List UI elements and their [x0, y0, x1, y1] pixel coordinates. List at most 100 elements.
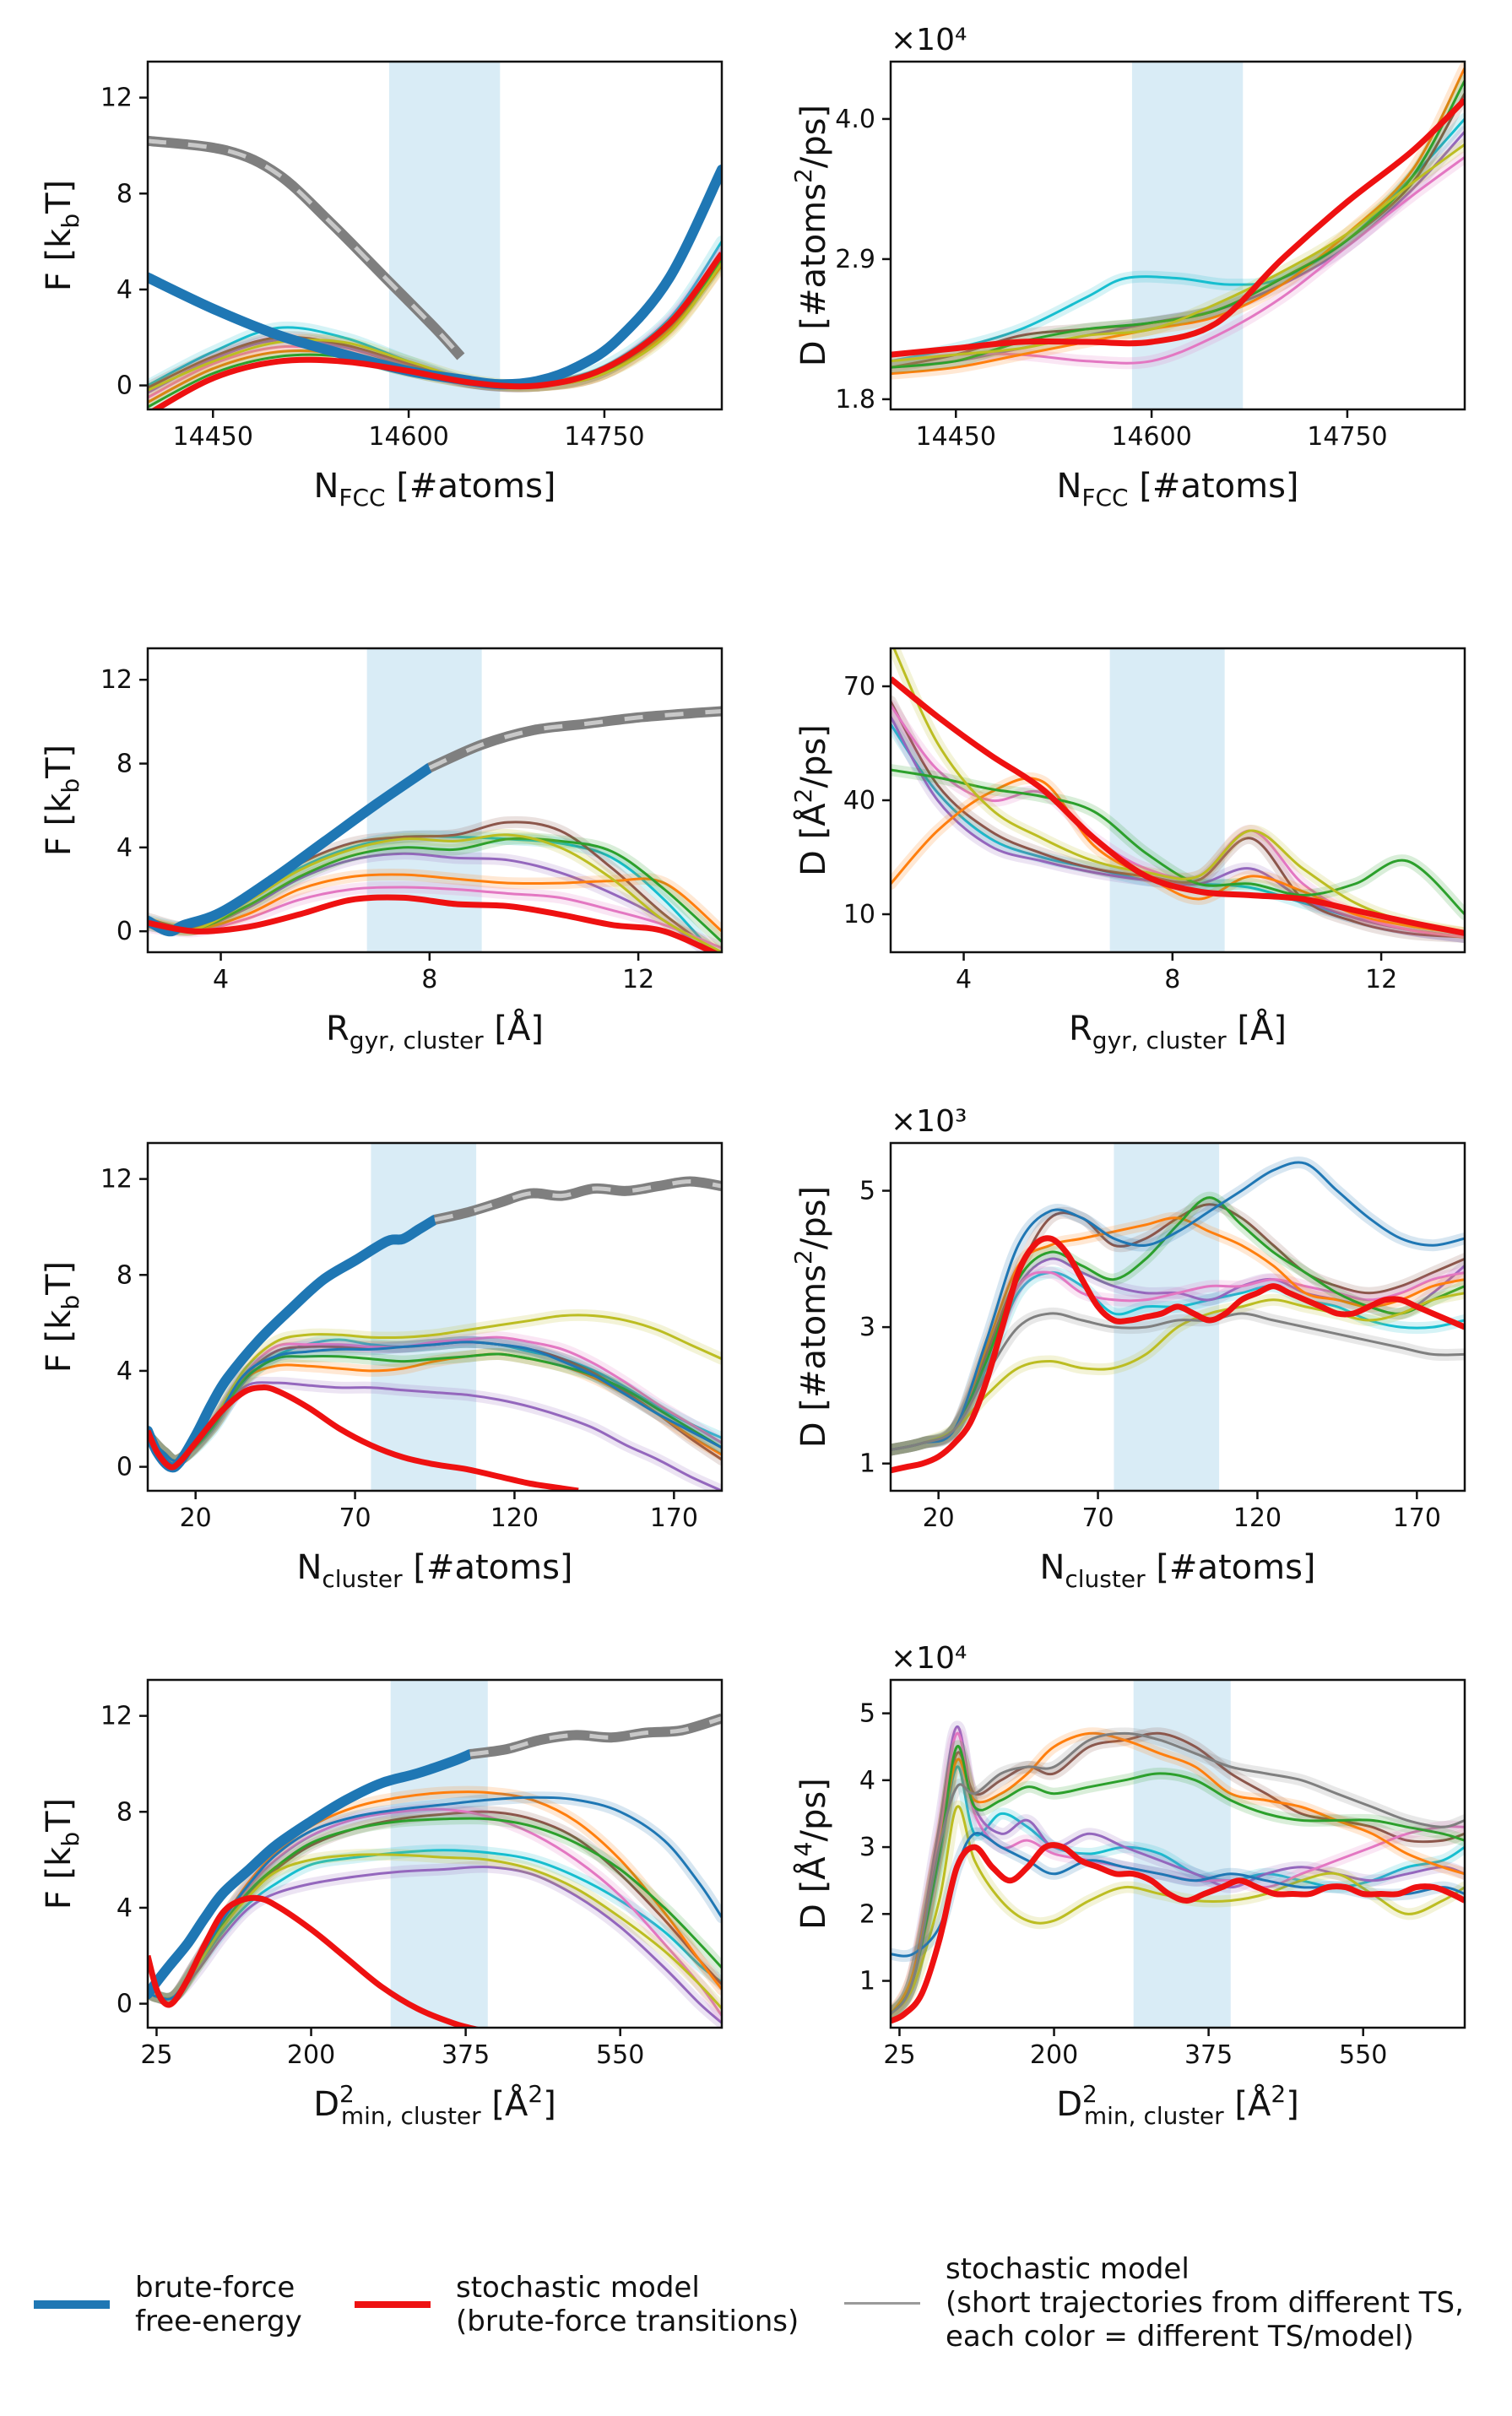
- x-tick-label: 14450: [173, 422, 253, 452]
- x-tick-label: 12: [622, 965, 654, 994]
- y-axis-label: D [#atoms2/ps]: [789, 105, 833, 366]
- y-tick-label: 8: [117, 1797, 133, 1827]
- y-tick-label: 0: [117, 371, 133, 401]
- legend-label-brute-force-2: free-energy: [135, 2305, 302, 2338]
- ts-series-line: [148, 886, 722, 950]
- y-tick-label: 1.8: [835, 385, 875, 414]
- x-tick-label: 14600: [1111, 422, 1191, 452]
- axes-frame: [146, 1141, 723, 1492]
- ts-series-line: [891, 67, 1465, 376]
- chart-panel-p5: 20 70 120 170 0 4 8 12 Ncluster [#atoms] F [kbT]: [40, 1141, 723, 1593]
- plot-area: [891, 1143, 1465, 1491]
- ts-series-line: [148, 1352, 722, 1462]
- axis-scale-label: ×10⁴: [891, 23, 967, 57]
- axes-frame: [146, 1678, 723, 2029]
- y-tick-label: 70: [843, 672, 875, 702]
- transition-band: [390, 1680, 488, 2028]
- x-axis-label: NFCC [#atoms]: [313, 467, 555, 512]
- x-tick-label: 170: [650, 1503, 698, 1533]
- chart-panel-p3: 4 8 12 0 4 8 12 Rgyr, cluster [Å] F [kbT]: [40, 647, 723, 1054]
- chart-panel-p8: 25 200 375 550 1 2 3 4 5 ×10⁴ D2 min, cluster [Å2] D…: [789, 1641, 1466, 2130]
- legend-swatch-stochastic: [355, 2301, 431, 2308]
- x-tick-label: 120: [1233, 1503, 1282, 1533]
- legend-label-ts-3: each color = different TS/model): [946, 2320, 1414, 2354]
- y-tick-label: 0: [117, 917, 133, 946]
- y-tick-label: 3: [859, 1313, 875, 1342]
- stochastic-line: [148, 1894, 480, 2028]
- x-tick-label: 20: [923, 1503, 955, 1533]
- x-tick-label: 14600: [368, 422, 448, 452]
- x-tick-label: 8: [421, 965, 437, 994]
- y-tick-label: 10: [843, 900, 875, 929]
- legend-item-ts-models: stochastic model (short trajectories fro…: [844, 2252, 1464, 2354]
- x-tick-label: 375: [442, 2040, 490, 2070]
- y-tick-label: 4.0: [835, 105, 875, 134]
- stochastic-line: [149, 252, 722, 409]
- ts-series-line: [891, 143, 1465, 363]
- stochastic-line: [891, 676, 1465, 936]
- x-tick-label: 70: [339, 1503, 371, 1533]
- x-tick-label: 20: [180, 1503, 212, 1533]
- axis-scale-label: ×10⁴: [891, 1641, 967, 1676]
- x-axis-label: D2 min, cluster [Å2]: [1056, 2080, 1299, 2130]
- extension-line: [433, 1176, 722, 1225]
- chart-panel-p6: 20 70 120 170 1 3 5 ×10³ Ncluster [#atoms] D [#at…: [789, 1104, 1466, 1593]
- y-tick-label: 0: [117, 1453, 133, 1482]
- y-tick-label: 4: [117, 833, 133, 863]
- chart-panel-p4: 4 8 12 10 40 70 Rgyr, cluster [Å] D [Å2/ps]: [789, 647, 1466, 1054]
- x-tick-label: 8: [1164, 965, 1180, 994]
- x-tick-label: 4: [956, 965, 972, 994]
- legend-label-stochastic-1: stochastic model: [456, 2271, 700, 2305]
- y-tick-label: 5: [859, 1699, 875, 1729]
- extension-line-dashes: [434, 1178, 722, 1222]
- extension-line-dashes: [148, 138, 463, 359]
- x-tick-label: 25: [140, 2040, 172, 2070]
- ts-series-line: [891, 1725, 1465, 2016]
- legend: brute-force free-energy stochastic model…: [25, 2237, 1494, 2397]
- x-axis-label: Ncluster [#atoms]: [296, 1548, 572, 1593]
- stochastic-line: [148, 1384, 579, 1491]
- y-tick-label: 1: [859, 1449, 875, 1479]
- plot-area: [148, 62, 722, 409]
- y-axis-label: D [#atoms2/ps]: [789, 1186, 833, 1448]
- axes-frame: [146, 60, 723, 411]
- legend-swatch-brute-force: [34, 2300, 110, 2309]
- plot-area: [148, 1680, 722, 2028]
- stochastic-line: [891, 1235, 1465, 1474]
- y-tick-label: 4: [117, 1357, 133, 1386]
- chart-panel-p2: 14450 14600 14750 1.8 2.9 4.0 ×10⁴ NFCC [#atoms…: [789, 23, 1466, 512]
- x-tick-label: 200: [287, 2040, 335, 2070]
- ts-series-line: [891, 1203, 1465, 1451]
- transition-band: [1131, 62, 1244, 409]
- y-axis-label: F [kbT]: [40, 745, 84, 856]
- ts-series-line: [891, 1805, 1465, 2016]
- x-axis-label: NFCC [#atoms]: [1056, 467, 1298, 512]
- extension-line-dashes: [428, 709, 722, 770]
- x-tick-label: 550: [596, 2040, 644, 2070]
- y-tick-label: 3: [859, 1833, 875, 1862]
- y-tick-label: 12: [100, 84, 133, 113]
- x-axis-label: Ncluster [#atoms]: [1039, 1548, 1315, 1593]
- legend-label-brute-force-1: brute-force: [135, 2271, 295, 2305]
- x-axis-label: Rgyr, cluster [Å]: [1069, 1008, 1287, 1054]
- y-axis-label: D [Å2/ps]: [789, 724, 833, 876]
- ts-series-line: [891, 1731, 1465, 2016]
- x-axis-label: D2 min, cluster [Å2]: [313, 2080, 556, 2130]
- brute-force-line: [148, 762, 435, 937]
- stochastic-line: [891, 1842, 1465, 2024]
- transition-band: [371, 1143, 477, 1491]
- x-tick-label: 4: [213, 965, 229, 994]
- x-tick-label: 170: [1393, 1503, 1441, 1533]
- ts-series-line: [891, 701, 1465, 939]
- ts-series-line: [891, 1161, 1465, 1451]
- y-tick-label: 4: [117, 275, 133, 305]
- x-tick-label: 14750: [1307, 422, 1387, 452]
- x-tick-label: 14450: [916, 422, 996, 452]
- legend-swatch-ts-models: [844, 2301, 920, 2305]
- ts-series-line: [148, 1865, 722, 2024]
- brute-force-line: [148, 1749, 475, 2000]
- x-tick-label: 12: [1365, 965, 1397, 994]
- legend-item-brute-force: brute-force free-energy: [34, 2271, 302, 2338]
- legend-label-ts-1: stochastic model: [946, 2252, 1190, 2286]
